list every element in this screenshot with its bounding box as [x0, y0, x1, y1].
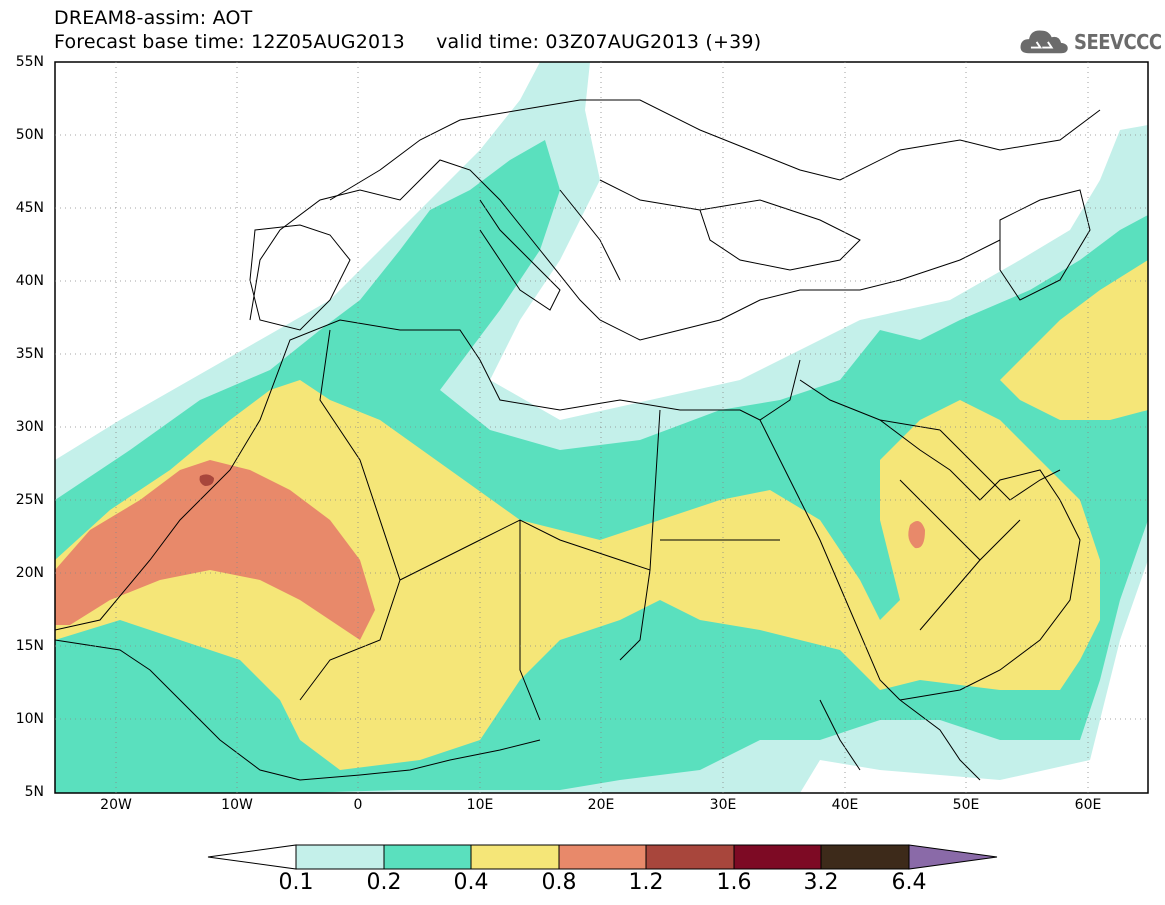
colorbar-label: 0.2 [366, 870, 402, 895]
coast-europe [249, 159, 1001, 341]
coast-north-africa [55, 319, 801, 631]
lat-label: 55N [15, 54, 44, 70]
lat-label: 20N [15, 565, 44, 581]
aot-band-0.4 [55, 380, 1100, 770]
colorbar-label: 1.6 [716, 870, 752, 895]
colorbar-label: 0.8 [541, 870, 577, 895]
coast-horn [819, 699, 981, 781]
lon-label: 20E [587, 797, 615, 813]
lat-label: 45N [15, 200, 44, 216]
cloud-logo-icon [1020, 30, 1068, 54]
colorbar [207, 844, 998, 870]
coast-arabia [799, 379, 1081, 701]
lat-label: 15N [15, 638, 44, 654]
lon-label: 20W [100, 797, 132, 813]
valid-time: valid time: 03Z07AUG2013 (+39) [436, 31, 762, 53]
aot-band-0.4-east [1000, 260, 1148, 420]
aot-band-0.8 [55, 460, 375, 640]
coast-italy [479, 199, 561, 311]
lat-label: 30N [15, 419, 44, 435]
border-lines [299, 329, 1021, 721]
lon-label: 10W [221, 797, 253, 813]
lon-label: 60E [1074, 797, 1102, 813]
lat-label: 35N [15, 346, 44, 362]
coast-caspian [999, 189, 1091, 301]
colorbar-label: 0.1 [278, 870, 314, 895]
lat-label: 25N [15, 492, 44, 508]
coast-iberia [249, 224, 351, 331]
colorbar-label: 3.2 [803, 870, 839, 895]
border-europe [329, 99, 1101, 281]
lat-label: 5N [24, 784, 44, 800]
aot-band-0.8-arabia [908, 521, 925, 549]
colorbar-label: 0.4 [453, 870, 489, 895]
aot-band-1.2 [199, 474, 214, 486]
coast-black-sea [699, 199, 861, 271]
time-info: Forecast base time: 12Z05AUG2013 valid t… [54, 31, 761, 53]
map-title: DREAM8-assim: AOT [54, 7, 253, 29]
base-time: Forecast base time: 12Z05AUG2013 [54, 31, 405, 53]
coast-west-africa [55, 639, 541, 781]
logo-text: SEEVCCC [1074, 30, 1162, 54]
lon-label: 0 [353, 797, 363, 813]
lat-label: 40N [15, 273, 44, 289]
coast-red-sea [759, 419, 901, 701]
coast-persian-gulf [939, 429, 1061, 501]
colorbar-label: 1.2 [628, 870, 664, 895]
lon-label: 30E [709, 797, 737, 813]
lon-label: 40E [831, 797, 859, 813]
lon-label: 10E [466, 797, 494, 813]
colorbar-label: 6.4 [891, 870, 927, 895]
lon-label: 50E [952, 797, 980, 813]
graticule [55, 62, 1148, 793]
lat-label: 10N [15, 711, 44, 727]
lat-label: 50N [15, 127, 44, 143]
